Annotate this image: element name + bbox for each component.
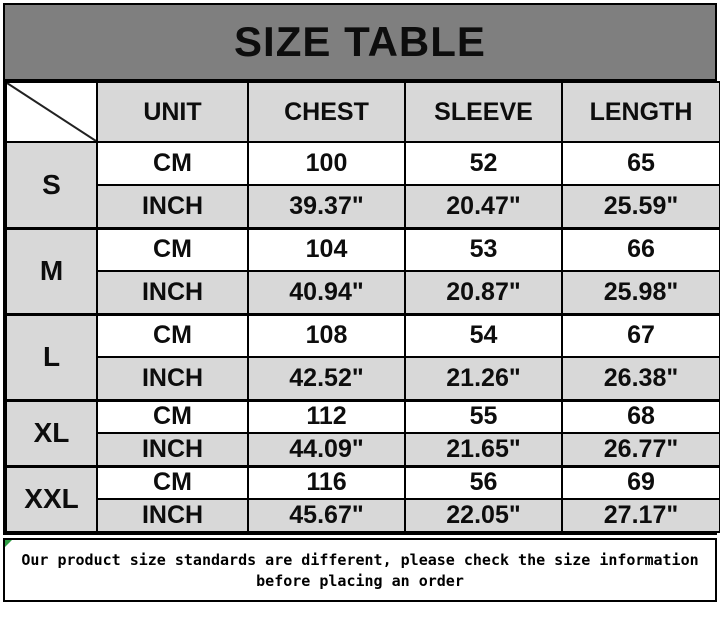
unit-inch-label: INCH	[96, 184, 249, 229]
sleeve-cm-value: 52	[404, 141, 563, 186]
chest-cm-value: 104	[247, 226, 406, 272]
unit-cm-label: CM	[96, 141, 249, 186]
sleeve-cm-value: 54	[404, 312, 563, 358]
column-header-length: LENGTH	[561, 81, 720, 143]
sleeve-inch-value: 22.05"	[404, 498, 563, 533]
table-row: INCH 39.37" 20.47" 25.59"	[6, 184, 720, 229]
unit-inch-label: INCH	[96, 356, 249, 401]
chest-inch-value: 40.94"	[247, 270, 406, 315]
table-row: M CM 104 53 66	[5, 226, 720, 315]
column-header-unit: UNIT	[96, 81, 249, 143]
chest-inch-value: 44.09"	[247, 432, 406, 467]
size-label: M	[5, 226, 98, 315]
chest-cm-value: 116	[247, 464, 406, 500]
chest-cm-value: 108	[247, 312, 406, 358]
unit-cm-label: CM	[96, 464, 249, 500]
length-inch-value: 26.38"	[561, 356, 720, 401]
sleeve-inch-value: 21.26"	[404, 356, 563, 401]
table-row: XXL CM 116 56 69	[5, 464, 720, 533]
unit-inch-label: INCH	[96, 498, 249, 533]
chest-inch-value: 45.67"	[247, 498, 406, 533]
size-label: XL	[5, 398, 98, 467]
note-line-2: before placing an order	[256, 571, 464, 590]
unit-inch-label: INCH	[96, 270, 249, 315]
sleeve-inch-value: 21.65"	[404, 432, 563, 467]
length-inch-value: 27.17"	[561, 498, 720, 533]
note-line-1: Our product size standards are different…	[21, 550, 699, 569]
length-cm-value: 69	[561, 464, 720, 500]
header-row: UNIT CHEST SLEEVE LENGTH	[5, 81, 720, 143]
chest-inch-value: 42.52"	[247, 356, 406, 401]
table-row: L CM 108 54 67	[5, 312, 720, 401]
unit-cm-label: CM	[96, 226, 249, 272]
table-title: SIZE TABLE	[5, 5, 715, 81]
size-label: S	[5, 141, 98, 229]
table-row: INCH 40.94" 20.87" 25.98"	[6, 270, 720, 315]
sleeve-cm-value: 53	[404, 226, 563, 272]
length-cm-value: 66	[561, 226, 720, 272]
corner-cell	[5, 81, 98, 143]
table-row: XL CM 112 55 68	[5, 398, 720, 467]
table-row: INCH 42.52" 21.26" 26.38"	[6, 356, 720, 401]
size-label: L	[5, 312, 98, 401]
unit-cm-label: CM	[96, 312, 249, 358]
length-inch-value: 26.77"	[561, 432, 720, 467]
unit-cm-label: CM	[96, 398, 249, 434]
size-table: SIZE TABLE UNIT CHEST	[3, 3, 720, 535]
chest-cm-value: 112	[247, 398, 406, 434]
column-header-sleeve: SLEEVE	[404, 81, 563, 143]
length-inch-value: 25.98"	[561, 270, 720, 315]
diagonal-line-icon	[7, 83, 96, 141]
size-label: XXL	[5, 464, 98, 533]
unit-inch-label: INCH	[96, 432, 249, 467]
size-grid: UNIT CHEST SLEEVE LENGTH S CM 100 52 65 …	[5, 81, 720, 533]
column-header-chest: CHEST	[247, 81, 406, 143]
size-note: Our product size standards are different…	[3, 538, 717, 602]
sleeve-cm-value: 55	[404, 398, 563, 434]
sleeve-inch-value: 20.87"	[404, 270, 563, 315]
table-row: INCH 45.67" 22.05" 27.17"	[6, 498, 720, 533]
length-cm-value: 68	[561, 398, 720, 434]
note-corner-mark-icon	[5, 540, 12, 547]
table-row: INCH 44.09" 21.65" 26.77"	[6, 432, 720, 467]
length-cm-value: 67	[561, 312, 720, 358]
table-row: S CM 100 52 65	[5, 141, 720, 229]
sleeve-inch-value: 20.47"	[404, 184, 563, 229]
chest-inch-value: 39.37"	[247, 184, 406, 229]
chest-cm-value: 100	[247, 141, 406, 186]
table-title-text: SIZE TABLE	[234, 18, 486, 65]
length-cm-value: 65	[561, 141, 720, 186]
sleeve-cm-value: 56	[404, 464, 563, 500]
length-inch-value: 25.59"	[561, 184, 720, 229]
